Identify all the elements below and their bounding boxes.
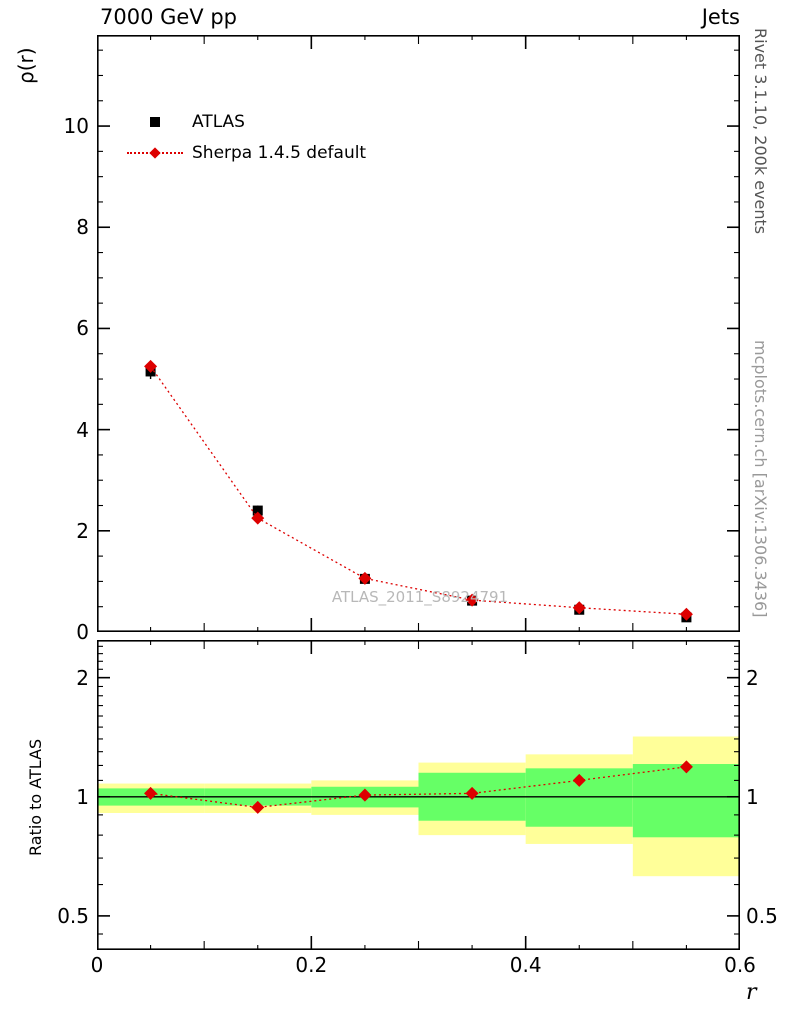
legend-label-sherpa: Sherpa 1.4.5 default <box>192 142 367 163</box>
y-axis-label-main: ρ(r) <box>14 47 38 84</box>
main-y-tick-label: 8 <box>76 215 89 240</box>
x-axis-label: r <box>746 980 757 1005</box>
main-y-tick-label: 2 <box>76 518 89 543</box>
ratio-frame <box>97 640 740 950</box>
ratio-y-tick-label-left: 2 <box>76 665 89 690</box>
square-marker-icon <box>150 116 160 127</box>
dotted-line-icon <box>127 146 183 159</box>
main-frame <box>97 35 740 632</box>
ratio-y-tick-label-right: 0.5 <box>746 903 778 928</box>
legend-entry-sherpa: Sherpa 1.4.5 default <box>126 137 366 168</box>
ratio-y-tick-label-left: 0.5 <box>57 903 89 928</box>
y-ticks-main <box>97 49 740 632</box>
x-tick-label: 0.4 <box>509 953 542 977</box>
main-y-tick-label: 4 <box>76 417 89 442</box>
x-tick-label: 0 <box>90 953 104 977</box>
green-band <box>632 764 740 838</box>
plot-title-beam: 7000 GeV pp <box>100 5 238 29</box>
rivet-version-text: Rivet 3.1.10, 200k events <box>751 28 770 235</box>
x-tick-label: 0.2 <box>295 953 328 977</box>
series-atlas <box>145 363 692 623</box>
ratio-plot-panel <box>97 640 740 950</box>
x-tick-label: 0.6 <box>724 953 756 977</box>
main-y-tick-label: 10 <box>63 114 89 139</box>
main-y-tick-label: 6 <box>76 316 89 341</box>
ratio-y-tick-label-right: 2 <box>746 665 759 690</box>
legend-entry-atlas: ATLAS <box>126 106 366 137</box>
plot-title-observable: Jets <box>701 5 740 29</box>
main-y-tick-label: 0 <box>76 620 89 644</box>
legend-label-atlas: ATLAS <box>192 111 245 132</box>
series-sherpa-1-4-5-default <box>144 359 693 621</box>
diamond-marker-icon <box>149 146 161 159</box>
ratio-y-tick-label-left: 1 <box>76 784 89 809</box>
atlas-marker-icon <box>126 116 184 127</box>
analysis-id-watermark: ATLAS_2011_S8924791 <box>331 588 509 606</box>
uncertainty-bands <box>97 736 740 877</box>
ratio-y-tick-label-right: 1 <box>746 784 759 809</box>
series-sherpa-1-4-5-default <box>144 760 693 814</box>
sherpa-marker-icon <box>126 146 184 159</box>
legend: ATLAS Sherpa 1.4.5 default <box>126 106 366 168</box>
main-plot-panel <box>97 35 740 632</box>
mcplots-reference-text: mcplots.cern.ch [arXiv:1306.3436] <box>751 340 770 618</box>
